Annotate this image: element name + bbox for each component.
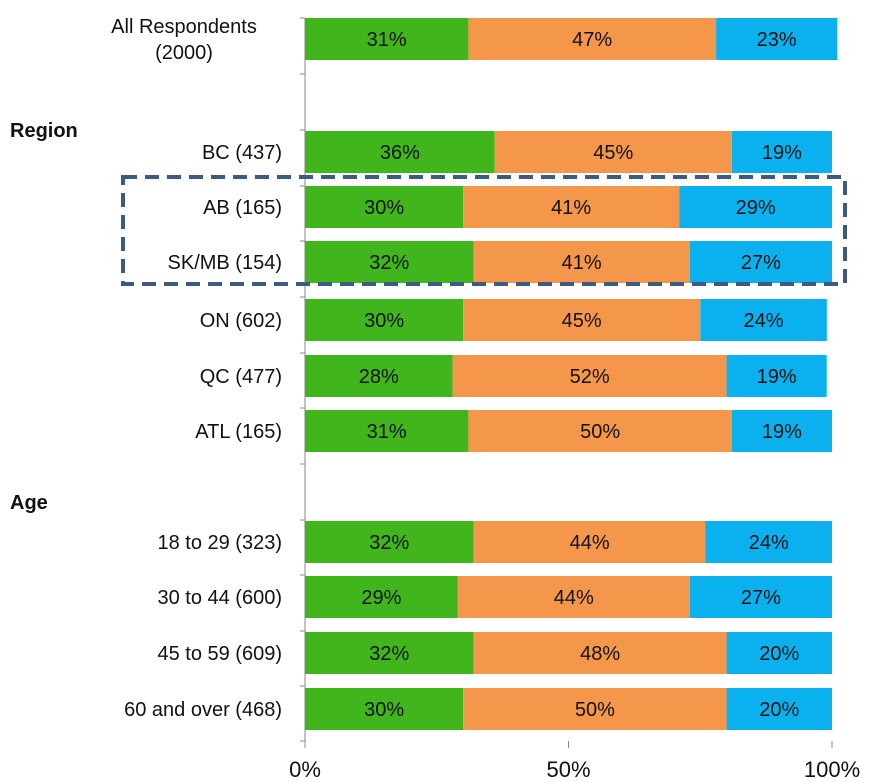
bar-segment <box>305 410 469 452</box>
data-label: 19% <box>757 366 797 388</box>
category-label-line: All Respondents <box>111 16 257 38</box>
data-label: 41% <box>551 197 591 219</box>
bar-segment <box>305 131 495 173</box>
category-label-line: 30 to 44 (600) <box>157 587 282 609</box>
data-label: 20% <box>759 643 799 665</box>
bar-segment <box>473 241 690 283</box>
data-label: 23% <box>757 29 797 51</box>
bar-segment <box>463 688 727 730</box>
bar-segment <box>731 131 832 173</box>
category-label-line: BC (437) <box>202 142 282 164</box>
bar-segment <box>305 576 458 618</box>
bar-segment <box>473 632 727 674</box>
bar-segment <box>716 18 838 60</box>
data-label: 45% <box>562 310 602 332</box>
category-label: ON (602) <box>200 310 282 332</box>
data-label: 44% <box>554 587 594 609</box>
category-label-line: AB (165) <box>203 197 282 219</box>
bar-segment <box>305 186 464 228</box>
bar-segment <box>700 299 827 341</box>
x-tick-label: 0% <box>289 757 321 782</box>
bar-segment <box>468 410 732 452</box>
category-label: AB (165) <box>203 197 282 219</box>
category-label: All Respondents (2000) <box>111 16 257 64</box>
bar-segment <box>689 241 832 283</box>
bar-segment <box>679 186 832 228</box>
data-label: 24% <box>743 310 783 332</box>
category-label: BC (437) <box>202 142 282 164</box>
data-label: 52% <box>570 366 610 388</box>
bar-segment <box>305 241 474 283</box>
data-label: 48% <box>580 643 620 665</box>
category-label-line: 18 to 29 (323) <box>157 532 282 554</box>
bar-segment <box>494 131 732 173</box>
bar-segment <box>726 355 827 397</box>
bar-segment <box>305 18 469 60</box>
category-label-line: ON (602) <box>200 310 282 332</box>
data-label: 19% <box>762 142 802 164</box>
data-label: 30% <box>364 310 404 332</box>
data-label: 50% <box>580 421 620 443</box>
category-label: 60 and over (468) <box>124 699 282 721</box>
bars <box>305 18 838 730</box>
highlight-box <box>121 175 847 286</box>
data-label: 31% <box>367 421 407 443</box>
category-label: 45 to 59 (609) <box>157 643 282 665</box>
data-label: 32% <box>369 252 409 274</box>
bar-segment <box>452 355 727 397</box>
bar-segment <box>468 18 717 60</box>
data-label: 36% <box>380 142 420 164</box>
bar-segment <box>305 299 464 341</box>
category-label: 30 to 44 (600) <box>157 587 282 609</box>
category-label-line: ATL (165) <box>195 421 282 443</box>
data-label: 50% <box>575 699 615 721</box>
category-label-line: SK/MB (154) <box>168 252 282 274</box>
data-label: 27% <box>741 252 781 274</box>
data-label: 47% <box>572 29 612 51</box>
category-label-line: 45 to 59 (609) <box>157 643 282 665</box>
bar-segment <box>305 355 453 397</box>
category-label: SK/MB (154) <box>168 252 282 274</box>
bar-segment <box>726 632 832 674</box>
bar-segment <box>726 688 832 730</box>
data-label: 41% <box>562 252 602 274</box>
bar-segment <box>463 299 701 341</box>
data-label: 20% <box>759 699 799 721</box>
data-label: 30% <box>364 699 404 721</box>
data-label: 28% <box>359 366 399 388</box>
data-label: 32% <box>369 532 409 554</box>
bar-segment <box>731 410 832 452</box>
data-label: 24% <box>749 532 789 554</box>
bar-segment <box>473 521 706 563</box>
bar-segment <box>463 186 680 228</box>
data-label: 45% <box>593 142 633 164</box>
category-label: 18 to 29 (323) <box>157 532 282 554</box>
data-label: 32% <box>369 643 409 665</box>
data-label: 30% <box>364 197 404 219</box>
bar-segment <box>305 632 474 674</box>
x-tick-label: 100% <box>804 757 860 782</box>
category-label: ATL (165) <box>195 421 282 443</box>
data-label: 19% <box>762 421 802 443</box>
category-label: QC (477) <box>200 366 282 388</box>
bar-segment <box>305 688 464 730</box>
bar-segment <box>457 576 690 618</box>
bar-segment <box>705 521 832 563</box>
data-label: 44% <box>570 532 610 554</box>
labels: 31% 47% 23% All Respondents (2000) 36% 45% 19% B… <box>10 16 860 782</box>
section-label: Age <box>10 492 48 514</box>
section-label: Region <box>10 120 78 142</box>
data-label: 29% <box>736 197 776 219</box>
data-label: 31% <box>367 29 407 51</box>
category-label-line: (2000) <box>155 42 213 64</box>
x-tick-label: 50% <box>546 757 590 782</box>
data-label: 29% <box>361 587 401 609</box>
bar-segment <box>689 576 832 618</box>
category-label-line: QC (477) <box>200 366 282 388</box>
category-label-line: 60 and over (468) <box>124 699 282 721</box>
bar-segment <box>305 521 474 563</box>
data-label: 27% <box>741 587 781 609</box>
